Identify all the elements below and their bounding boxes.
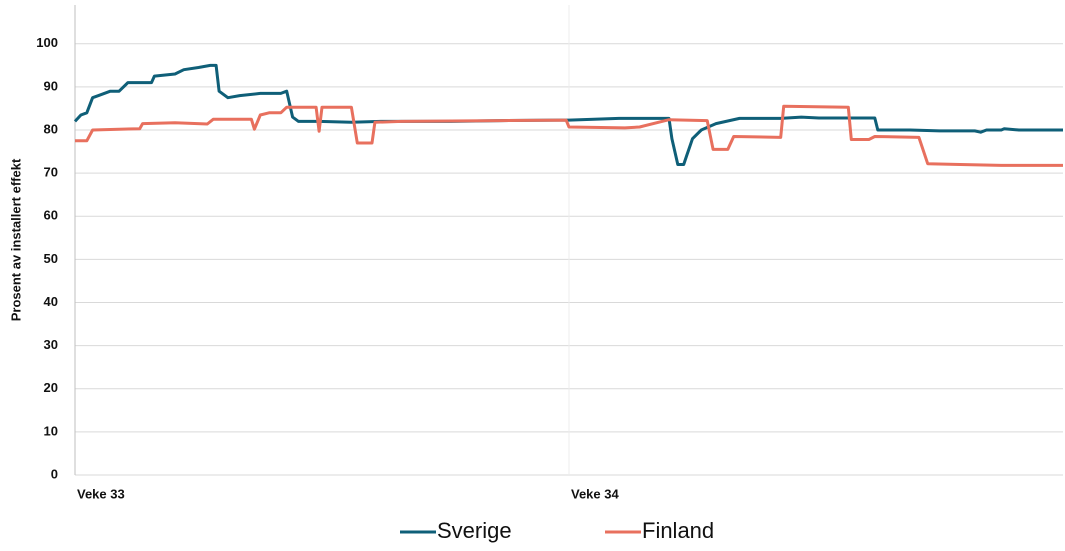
y-axis-title: Prosent av installert effekt (8, 158, 23, 321)
y-tick-label: 100 (36, 35, 58, 50)
y-tick-label: 0 (51, 466, 58, 481)
x-tick-label: Veke 34 (571, 486, 619, 501)
y-tick-label: 10 (44, 423, 58, 438)
legend-label: Sverige (437, 518, 512, 543)
y-tick-label: 30 (44, 337, 58, 352)
y-tick-label: 20 (44, 380, 58, 395)
y-tick-label: 80 (44, 121, 58, 136)
y-tick-label: 90 (44, 78, 58, 93)
y-tick-label: 70 (44, 165, 58, 180)
y-tick-label: 50 (44, 251, 58, 266)
x-tick-label: Veke 33 (77, 486, 125, 501)
y-tick-label: 40 (44, 294, 58, 309)
series-line (75, 104, 1063, 167)
y-tick-label: 60 (44, 208, 58, 223)
legend-label: Finland (642, 518, 714, 543)
